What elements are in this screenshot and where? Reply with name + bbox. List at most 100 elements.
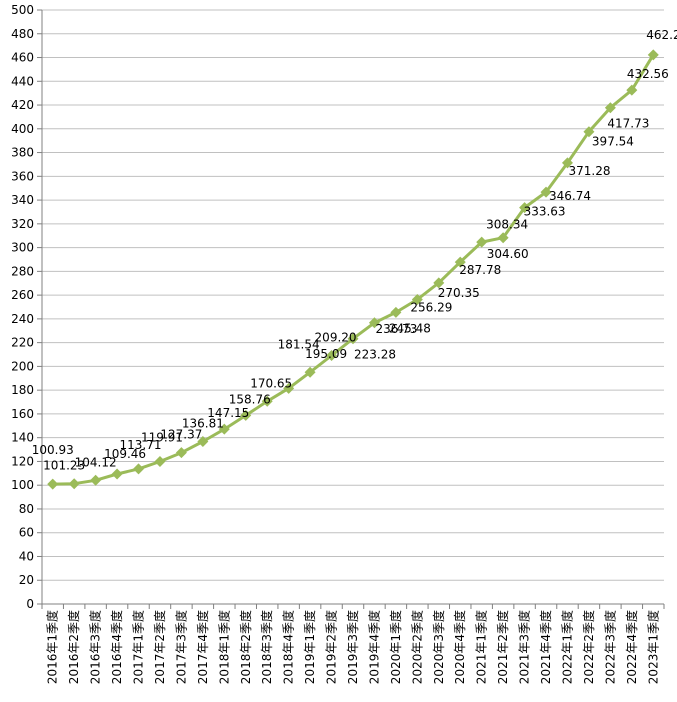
x-tick-label: 2016年4季度 [109, 610, 124, 684]
y-tick-label-380: 380 [11, 146, 34, 160]
x-tick-label: 2019年1季度 [302, 610, 317, 684]
y-tick-label-80: 80 [19, 502, 34, 516]
data-label: 308.34 [486, 218, 528, 232]
data-point [411, 294, 423, 306]
y-tick-label-220: 220 [11, 336, 34, 350]
data-point [197, 435, 209, 447]
x-tick-label: 2019年2季度 [324, 610, 339, 684]
data-point [626, 84, 638, 96]
y-tick-label-420: 420 [11, 98, 34, 112]
series-line [52, 54, 655, 486]
x-tick-label: 2020年4季度 [452, 610, 467, 684]
y-tick-label-60: 60 [19, 526, 34, 540]
gridlines [42, 9, 664, 605]
data-point [261, 395, 273, 407]
data-point [519, 202, 531, 214]
data-label: 100.93 [32, 443, 74, 457]
x-tick-label: 2016年1季度 [45, 610, 60, 684]
data-point [326, 349, 338, 361]
y-tick-label-500: 500 [11, 3, 34, 17]
axes [37, 9, 665, 609]
data-point [154, 456, 166, 468]
y-tick-label-20: 20 [19, 573, 34, 587]
x-tick-label: 2016年3季度 [88, 610, 103, 684]
y-tick-label-180: 180 [11, 383, 34, 397]
data-label: 101.23 [43, 459, 85, 473]
y-tick-label-100: 100 [11, 478, 34, 492]
y-tick-label-440: 440 [11, 74, 34, 88]
data-label: 371.28 [568, 164, 610, 178]
x-tick-label: 2016年2季度 [66, 610, 81, 684]
x-tick-label: 2022年1季度 [559, 610, 574, 684]
x-tick-label: 2019年4季度 [366, 610, 381, 684]
y-tick-label-160: 160 [11, 407, 34, 421]
data-points [47, 49, 659, 490]
data-label: 195.09 [305, 347, 347, 361]
data-point [368, 317, 380, 329]
y-tick-label-400: 400 [11, 122, 34, 136]
x-tick-label: 2018年3季度 [259, 610, 274, 684]
data-point [347, 333, 359, 345]
x-tick-label: 2020年2季度 [409, 610, 424, 684]
x-tick-label: 2019年3季度 [345, 610, 360, 684]
data-label: 147.15 [207, 406, 249, 420]
y-tick-label-300: 300 [11, 241, 34, 255]
x-tick-label: 2020年1季度 [388, 610, 403, 684]
data-label: 158.76 [229, 392, 271, 406]
y-tick-label-460: 460 [11, 51, 34, 65]
data-label: 397.54 [592, 135, 634, 149]
data-label: 346.74 [549, 189, 591, 203]
data-label: 304.60 [487, 247, 529, 261]
data-point [218, 423, 230, 435]
data-label: 245.48 [389, 321, 431, 335]
x-tick-label: 2018年1季度 [216, 610, 231, 684]
y-tick-label-200: 200 [11, 359, 34, 373]
y-tick-label-280: 280 [11, 264, 34, 278]
y-tick-label-140: 140 [11, 431, 34, 445]
x-tick-label: 2021年2季度 [495, 610, 510, 684]
data-point [175, 447, 187, 459]
data-label: 170.65 [250, 376, 292, 390]
data-label: 181.54 [278, 337, 320, 351]
y-tick-label-320: 320 [11, 217, 34, 231]
data-label: 333.63 [524, 205, 566, 219]
data-label: 256.29 [410, 301, 452, 315]
data-label: 432.56 [627, 67, 669, 81]
data-label: 109.46 [104, 447, 146, 461]
data-point [476, 236, 488, 248]
series [52, 54, 655, 486]
x-tick-label: 2020年3季度 [431, 610, 446, 684]
data-point [454, 256, 466, 268]
data-point [561, 157, 573, 169]
x-tick-label: 2017年2季度 [152, 610, 167, 684]
y-tick-label-240: 240 [11, 312, 34, 326]
data-label: 127.37 [160, 428, 202, 442]
data-label: 462.27 [646, 28, 677, 42]
x-tick-label: 2021年1季度 [474, 610, 489, 684]
data-point [604, 102, 616, 114]
y-tick-label-340: 340 [11, 193, 34, 207]
y-tick-label-120: 120 [11, 454, 34, 468]
data-label: 270.35 [438, 286, 480, 300]
data-point [240, 409, 252, 421]
data-point [90, 474, 102, 486]
data-point [647, 49, 659, 61]
x-tick-label: 2022年3季度 [602, 610, 617, 684]
data-label: 113.71 [120, 438, 162, 452]
data-label: 223.28 [354, 348, 396, 362]
y-tick-label-0: 0 [26, 597, 34, 611]
y-axis-ticks: 0 20 40 60 80 100 120 140 160 180 200 220 240 260 280 3… [11, 3, 34, 611]
x-tick-label: 2018年4季度 [281, 610, 296, 684]
x-tick-label: 2022年4季度 [624, 610, 639, 684]
data-label: 104.12 [75, 455, 117, 469]
data-point [390, 306, 402, 318]
x-tick-label: 2022年2季度 [581, 610, 596, 684]
data-label: 119.91 [141, 431, 183, 445]
x-tick-label: 2017年4季度 [195, 610, 210, 684]
x-tick-label: 2017年3季度 [173, 610, 188, 684]
x-tick-label: 2017年1季度 [131, 610, 146, 684]
x-tick-label: 2021年4季度 [538, 610, 553, 684]
data-labels: 100.93 101.23104.12109.46113.71119.91127.… [32, 28, 677, 473]
data-point [540, 186, 552, 198]
